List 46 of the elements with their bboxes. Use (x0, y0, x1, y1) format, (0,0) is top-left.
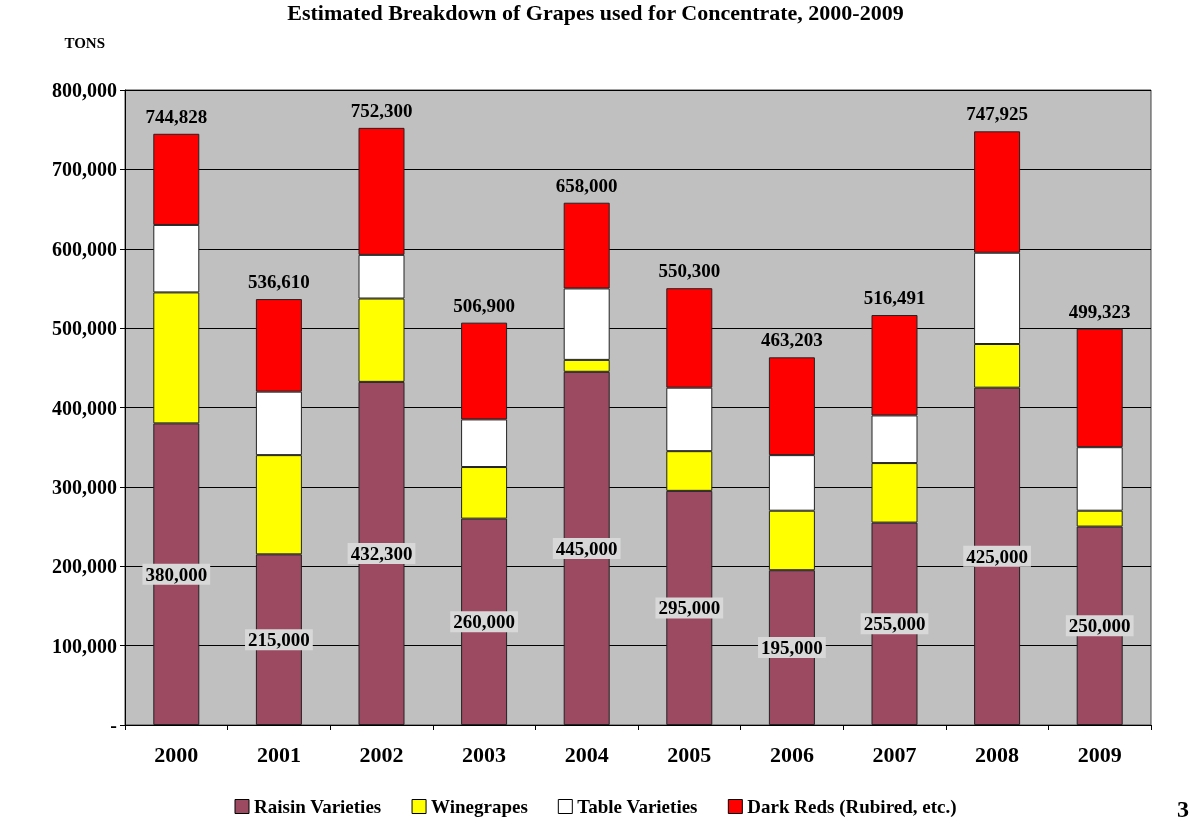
text: 3 (1177, 796, 1189, 822)
y-axis-title: TONS (64, 34, 105, 51)
legend-label: Table Varieties (577, 796, 698, 817)
y-tick-label: 300,000 (52, 475, 117, 498)
data-label: 250,000 (1068, 615, 1131, 637)
legend-label: Raisin Varieties (254, 796, 382, 817)
total-label: 747,925 (966, 103, 1028, 125)
total-label: 463,203 (761, 329, 823, 351)
x-tick-label: 2003 (462, 741, 507, 767)
x-tick-label: 2006 (769, 741, 814, 767)
total-label: 506,900 (453, 294, 515, 316)
data-label: 425,000 (966, 545, 1028, 567)
chart-title: Estimated Breakdown of Grapes used for Concentrate, 2000-2009 (287, 0, 904, 25)
y-tick-label: 800,000 (52, 79, 117, 101)
x-tick-label: 2000 (154, 741, 199, 767)
y-tick-label: 400,000 (52, 396, 117, 419)
total-label: 516,491 (863, 287, 926, 309)
x-tick-label: 2008 (975, 741, 1020, 767)
data-label: 432,300 (350, 542, 413, 564)
total-label: 752,300 (350, 99, 413, 121)
x-tick-label: 2009 (1077, 741, 1122, 767)
y-tick-label: 200,000 (52, 555, 117, 578)
data-label: 260,000 (453, 611, 515, 633)
y-tick-label: 500,000 (52, 317, 117, 340)
total-label: 499,323 (1068, 300, 1131, 322)
total-label: 658,000 (555, 174, 618, 196)
x-tick-label: 2005 (667, 741, 712, 767)
x-tick-label: 2004 (564, 741, 609, 767)
x-tick-label: 2001 (256, 741, 301, 767)
x-tick-label: 2002 (359, 741, 404, 767)
y-tick-label: 100,000 (52, 634, 117, 657)
y-tick-label: 600,000 (52, 237, 117, 260)
y-tick-label: 700,000 (52, 158, 117, 181)
total-label: 536,610 (248, 271, 310, 293)
data-label: 255,000 (863, 613, 926, 635)
total-label: 550,300 (658, 260, 721, 282)
legend-label: Winegrapes (431, 796, 528, 817)
x-tick-label: 2007 (872, 741, 917, 767)
total-label: 744,828 (145, 105, 208, 127)
data-label: 195,000 (761, 637, 823, 659)
y-tick-label: - (110, 714, 117, 736)
data-label: 380,000 (145, 563, 208, 585)
legend-label: Dark Reds (Rubired, etc.) (747, 796, 957, 818)
data-label: 215,000 (248, 629, 310, 651)
data-label: 445,000 (555, 537, 618, 559)
data-label: 295,000 (658, 597, 721, 619)
